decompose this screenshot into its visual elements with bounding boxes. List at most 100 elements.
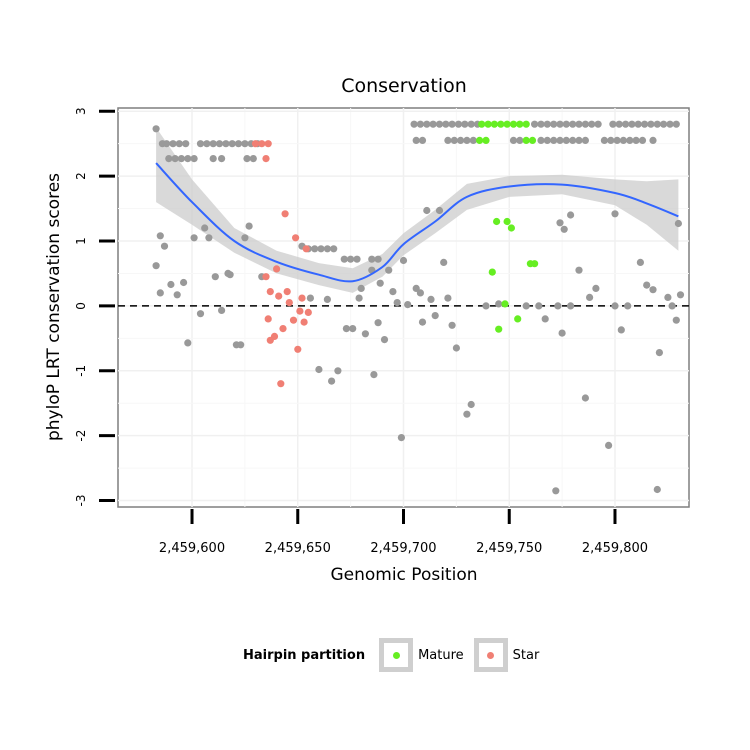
point-other (156, 232, 164, 240)
point-other (569, 136, 577, 144)
y-tick-label: 1 (74, 237, 88, 245)
point-other (355, 294, 363, 302)
point-other (389, 288, 397, 296)
point-other (592, 284, 600, 292)
point-other (554, 302, 562, 310)
point-other (376, 279, 384, 287)
point-other (209, 140, 217, 148)
point-other (160, 242, 169, 250)
y-tick-label: -2 (74, 430, 88, 442)
point-other (562, 120, 570, 128)
point-mature (476, 136, 484, 144)
point-other (560, 225, 568, 233)
point-other (306, 294, 314, 302)
point-other (611, 302, 619, 310)
x-tick-label: 2,459,700 (370, 541, 436, 556)
point-other (152, 262, 160, 270)
point-star (277, 380, 285, 388)
point-other (374, 319, 382, 327)
x-tick-label: 2,459,800 (582, 541, 648, 556)
legend-key-star (473, 638, 508, 672)
point-other (423, 206, 431, 215)
point-other (450, 136, 458, 144)
point-other (567, 211, 575, 219)
x-axis: 2,459,600 2,459,650 2,459,700 2,459,750 2,45… (159, 509, 648, 556)
point-other (457, 136, 465, 144)
point-other (643, 281, 651, 289)
x-tick-label: 2,459,650 (265, 541, 331, 556)
point-other (552, 487, 560, 495)
point-mature (522, 120, 530, 128)
point-other (228, 140, 236, 148)
point-other (541, 315, 549, 323)
point-mature (482, 136, 490, 144)
point-other (374, 255, 382, 263)
point-other (435, 120, 444, 128)
point-other (431, 312, 439, 320)
point-other (467, 120, 475, 128)
point-other (416, 289, 424, 297)
point-other (537, 136, 545, 144)
point-other (182, 140, 190, 148)
point-other (201, 224, 209, 232)
point-star (302, 245, 310, 253)
point-other (209, 155, 217, 163)
point-other (196, 140, 205, 148)
point-other (218, 155, 226, 163)
point-other (167, 280, 175, 289)
point-other (636, 258, 645, 266)
point-other (522, 302, 530, 310)
point-other (180, 278, 188, 287)
point-star (296, 307, 304, 315)
point-other (184, 155, 192, 163)
point-other (605, 441, 613, 449)
point-other (567, 302, 575, 310)
smooth-trend-line (155, 162, 679, 283)
point-other (152, 125, 160, 133)
point-star (273, 265, 281, 273)
point-other (412, 284, 420, 292)
point-other (632, 136, 640, 144)
point-other (653, 485, 661, 494)
point-other (243, 155, 251, 163)
y-tick-label: -3 (74, 495, 88, 507)
point-other (622, 120, 630, 128)
point-other (171, 155, 179, 163)
point-other (190, 155, 198, 163)
point-other (594, 120, 602, 128)
point-other (624, 302, 632, 310)
point-other (607, 136, 615, 144)
point-other (241, 234, 249, 242)
point-star (285, 299, 293, 307)
point-other (404, 301, 412, 309)
point-other (469, 136, 477, 144)
point-other (628, 120, 636, 128)
point-other (393, 299, 401, 307)
point-other (342, 325, 350, 333)
point-other (249, 155, 257, 163)
y-tick-label: 2 (74, 172, 88, 180)
point-other (461, 120, 469, 128)
point-other (516, 136, 524, 144)
point-other (317, 245, 325, 253)
point-other (556, 136, 564, 144)
mature-dot-icon (392, 651, 400, 659)
point-other (196, 310, 205, 318)
point-other (444, 294, 452, 302)
point-other (615, 120, 623, 128)
point-other (444, 136, 452, 144)
point-mature (501, 300, 509, 308)
point-other (562, 136, 570, 144)
point-other (330, 245, 338, 253)
point-other (543, 120, 551, 128)
point-other (156, 289, 164, 297)
point-other (315, 365, 323, 374)
point-other (649, 136, 657, 144)
point-other (653, 120, 661, 128)
point-other (611, 210, 619, 218)
point-star (292, 234, 300, 242)
point-mature (522, 136, 530, 144)
y-tick-label: -1 (74, 365, 88, 377)
point-mature (497, 120, 505, 128)
